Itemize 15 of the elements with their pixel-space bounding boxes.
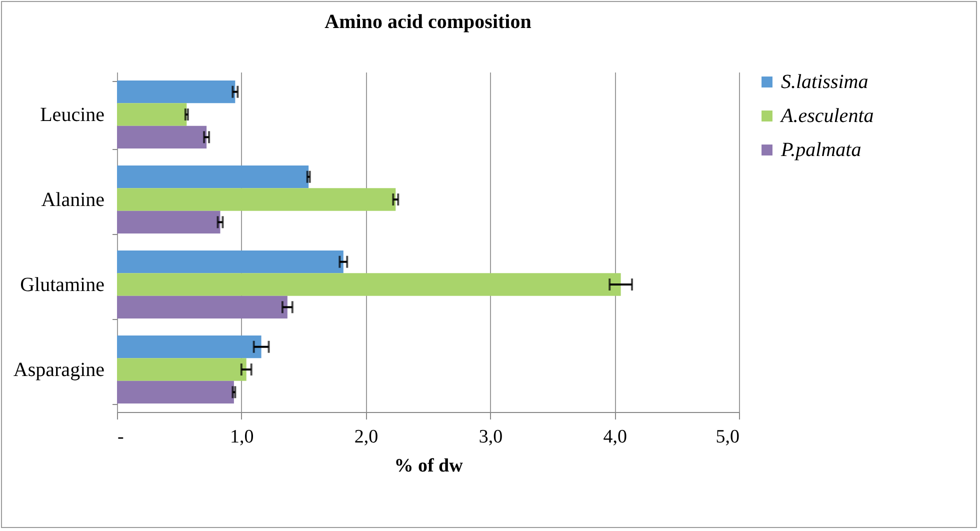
legend-label: A.esculenta xyxy=(779,105,874,127)
chart-title: Amino acid composition xyxy=(324,11,532,33)
y-tick-label: Asparagine xyxy=(13,359,105,381)
y-tick-label: Leucine xyxy=(40,104,105,126)
x-axis-title: % of dw xyxy=(394,456,464,476)
x-tick-label: - xyxy=(118,426,124,448)
y-tick-label: Alanine xyxy=(41,189,105,211)
legend-label: P.palmata xyxy=(780,139,862,161)
legend-label: S.latissima xyxy=(781,71,868,93)
x-tick-label: 3,0 xyxy=(478,426,503,448)
x-tick-label: 5,0 xyxy=(716,426,740,448)
x-tick-label: 4,0 xyxy=(603,426,627,448)
y-tick-label: Glutamine xyxy=(20,274,105,296)
x-tick-label: 1,0 xyxy=(230,426,254,448)
x-tick-label: 2,0 xyxy=(354,426,378,448)
